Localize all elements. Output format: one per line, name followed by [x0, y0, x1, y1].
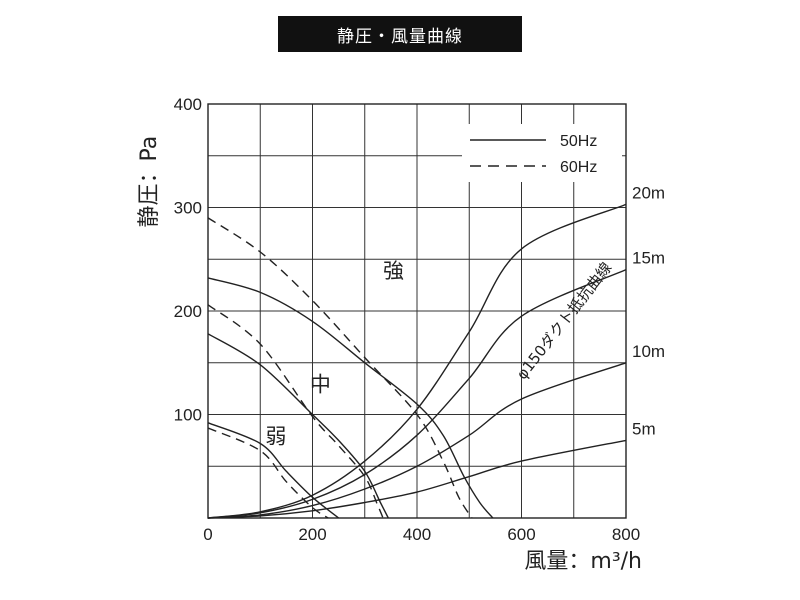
duct-length-label: 20m	[632, 183, 665, 202]
y-tick-label: 300	[174, 199, 202, 218]
y-axis-title: 静圧：Pa	[137, 136, 162, 228]
fan-curve-50Hz	[207, 333, 389, 519]
legend-background	[462, 124, 622, 182]
legend-label: 50Hz	[560, 133, 597, 150]
duct-curve-15m	[207, 268, 627, 519]
y-tick-label: 100	[174, 406, 202, 425]
fan-speed-label: 強	[383, 259, 404, 283]
duct-resistance-label: φ150ダクト抵抗曲線	[513, 259, 616, 383]
x-axis-title: 風量：m³/h	[524, 549, 642, 574]
legend-label: 60Hz	[560, 159, 597, 176]
fan-speed-label: 弱	[265, 424, 286, 448]
duct-curve-5m	[207, 439, 627, 519]
duct-curve-20m	[207, 203, 627, 519]
x-tick-label: 0	[203, 525, 212, 544]
x-tick-label: 600	[507, 525, 535, 544]
x-tick-label: 400	[403, 525, 431, 544]
duct-length-label: 10m	[632, 342, 665, 361]
duct-length-label: 15m	[632, 249, 665, 268]
fan-speed-label: 中	[310, 373, 331, 397]
y-tick-label: 400	[174, 95, 202, 114]
fan-curve-50Hz	[207, 422, 340, 519]
duct-length-label: 5m	[632, 419, 656, 438]
duct-curve-10m	[207, 362, 627, 519]
fan-curve-60Hz	[207, 304, 384, 519]
y-tick-label: 200	[174, 302, 202, 321]
x-tick-label: 200	[298, 525, 326, 544]
x-tick-label: 800	[612, 525, 640, 544]
fan-curve-50Hz	[207, 277, 494, 519]
plot-frame	[207, 103, 627, 519]
fan-curve-60Hz	[207, 217, 473, 519]
fan-curve-60Hz	[207, 427, 329, 519]
chart-title: 静圧・風量曲線	[278, 16, 522, 52]
